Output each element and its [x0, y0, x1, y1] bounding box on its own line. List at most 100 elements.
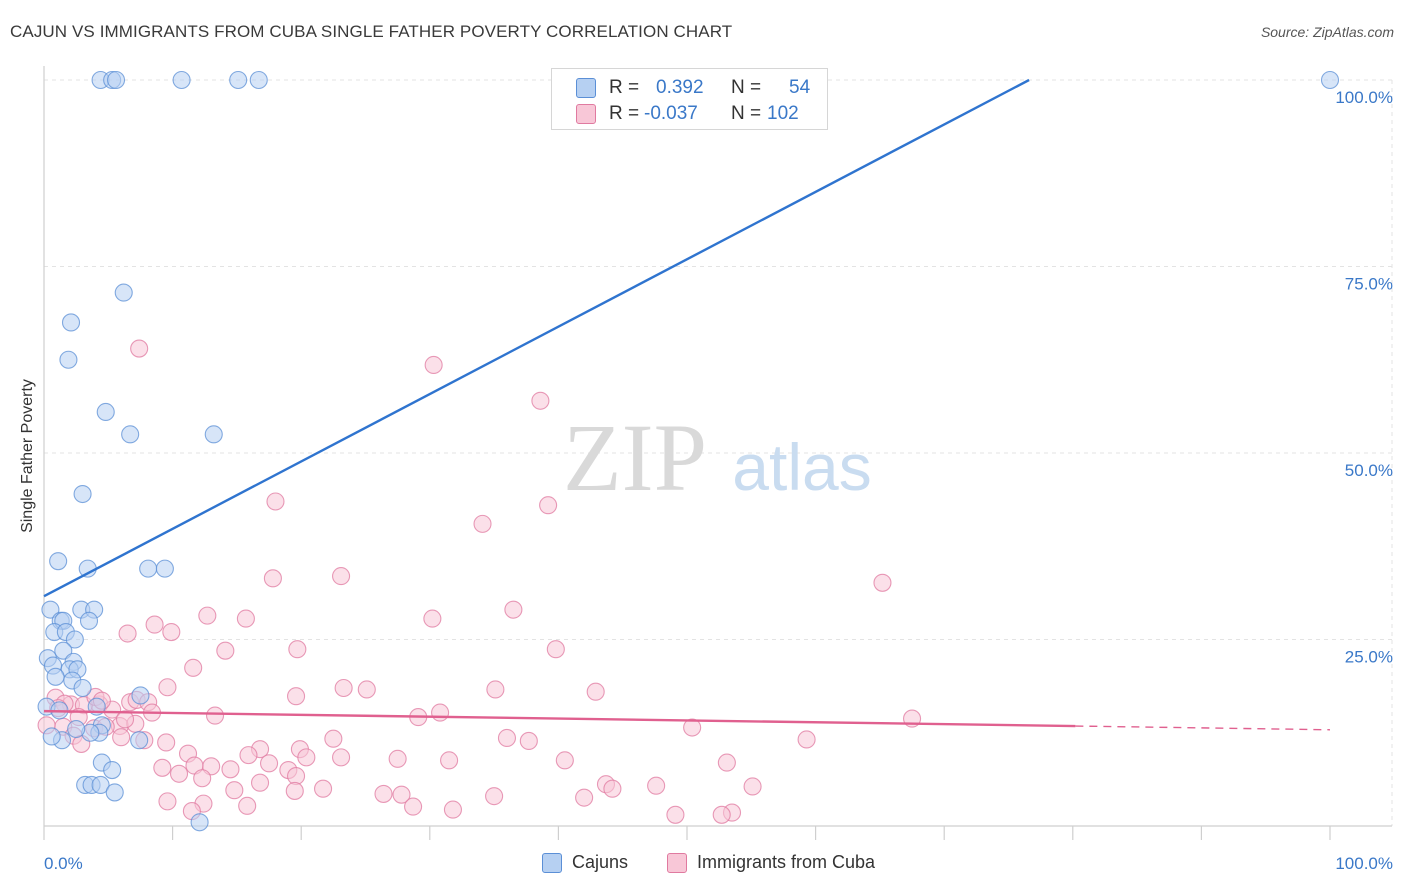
cuba-point [118, 624, 137, 643]
cuba-point [486, 680, 505, 699]
cajun-point [105, 783, 124, 802]
cuba-point [158, 792, 177, 811]
series-cuba-points [37, 339, 922, 824]
cuba-point [539, 496, 558, 515]
cajun-point [65, 630, 84, 649]
cajun-point [229, 70, 248, 90]
stats-n-value: 102 [767, 103, 799, 124]
cuba-point [287, 766, 306, 786]
stats-r-label: R = [609, 77, 640, 98]
cajun-point [131, 686, 150, 705]
cuba-point [404, 797, 423, 816]
cajun-point [172, 70, 191, 90]
legend-item-cuba[interactable]: Immigrants from Cuba [667, 852, 875, 873]
cuba-point [112, 728, 131, 747]
cajun-trend-line [43, 78, 1030, 598]
cuba-point [388, 749, 407, 768]
cajun-point [103, 760, 122, 780]
cuba-point [647, 776, 666, 795]
cuba-point [288, 640, 307, 659]
legend-swatch-cuba [667, 852, 687, 873]
watermark-atlas: atlas [732, 430, 871, 504]
stats-r-label: R = [609, 103, 640, 124]
cuba-point [130, 339, 149, 358]
cuba-point [239, 746, 258, 765]
cuba-trend-extension [1075, 725, 1331, 731]
cuba-point [586, 682, 605, 701]
cajun-point [59, 350, 78, 369]
cuba-point [193, 769, 212, 788]
cajun-point [249, 70, 268, 90]
cajun-point [139, 559, 158, 578]
cuba-point [546, 640, 565, 659]
cuba-point [314, 779, 333, 798]
cuba-point [153, 758, 172, 777]
cuba-point [334, 678, 353, 698]
cajun-point [96, 402, 115, 422]
cuba-point [169, 764, 189, 783]
source-label: Source: ZipAtlas.com [1260, 24, 1394, 40]
cuba-point [717, 753, 736, 772]
cuba-point [485, 787, 504, 806]
cuba-point [504, 600, 523, 619]
cuba-point [158, 678, 177, 697]
cuba-point [443, 800, 462, 819]
cuba-point [374, 784, 393, 803]
y-tick-label: 25.0% [1345, 648, 1393, 667]
cuba-point [225, 781, 244, 800]
cuba-point [287, 687, 306, 706]
stats-legend: R = 0.392 N = 54 R = -0.037 N = 102 [551, 68, 828, 130]
cuba-point [236, 609, 255, 628]
y-tick-label: 100.0% [1335, 88, 1393, 107]
cajun-point [91, 775, 110, 795]
legend-item-cajuns[interactable]: Cajuns [542, 852, 628, 873]
cuba-point [250, 773, 270, 792]
cuba-point [440, 751, 459, 770]
bottom-legend: Cajuns Immigrants from Cuba [0, 852, 1406, 878]
cuba-point [297, 748, 316, 767]
cuba-point [145, 615, 164, 634]
cajun-point [61, 313, 81, 332]
cajun-point [204, 425, 223, 444]
trend-lines [43, 78, 1331, 731]
cuba-point [519, 731, 538, 751]
y-tick-label: 75.0% [1345, 275, 1393, 294]
cuba-point [743, 777, 762, 796]
cajun-point [67, 719, 86, 739]
cuba-point [266, 492, 285, 511]
cuba-point [531, 391, 550, 410]
cajun-point [79, 611, 99, 630]
cajun-point [41, 600, 60, 619]
series-cajuns-points [37, 70, 1340, 832]
cuba-point [238, 796, 257, 815]
watermark-zip: ZIP [563, 404, 707, 511]
cuba-point [873, 573, 892, 592]
cuba-point [666, 805, 685, 824]
cuba-point [263, 569, 282, 588]
cuba-point [216, 641, 235, 660]
cuba-point [162, 622, 181, 642]
stats-n-value: 54 [789, 77, 811, 98]
cajun-point [121, 425, 140, 444]
cuba-point [332, 748, 351, 767]
legend-swatch-cajuns [542, 852, 562, 873]
cuba-point [357, 680, 376, 699]
cuba-point [431, 703, 450, 722]
cuba-point [424, 355, 443, 375]
cuba-point [332, 567, 351, 586]
cuba-point [115, 710, 135, 729]
y-tick-labels: 100.0% 75.0% 50.0% 25.0% [1335, 88, 1393, 667]
cuba-point [555, 751, 574, 770]
cuba-point [423, 609, 442, 628]
stats-r-value: 0.392 [656, 77, 704, 98]
cuba-point [392, 785, 411, 804]
stats-swatch-cajuns [576, 78, 596, 98]
cuba-point [198, 606, 217, 625]
cuba-point [285, 781, 304, 800]
cuba-point [205, 706, 225, 725]
cuba-point [683, 718, 702, 737]
stats-swatch-cuba [576, 104, 596, 124]
stats-n-label: N = [731, 77, 762, 98]
cajun-point [73, 678, 92, 698]
